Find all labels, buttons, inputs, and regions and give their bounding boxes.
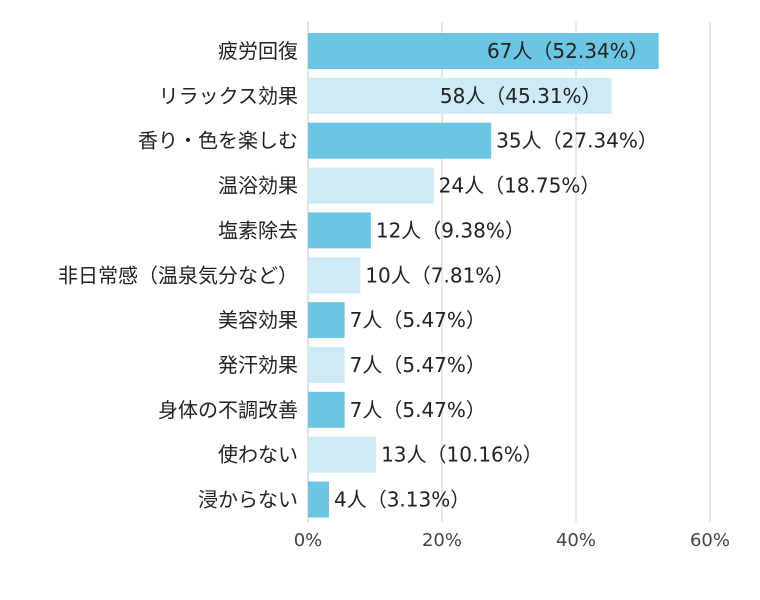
x-tick-label: 0% xyxy=(294,530,323,551)
category-label: 身体の不調改善 xyxy=(158,398,298,422)
bar xyxy=(308,436,377,473)
bar xyxy=(308,77,612,114)
bar xyxy=(308,167,434,204)
category-label: リラックス効果 xyxy=(159,84,298,108)
category-label: 浸からない xyxy=(198,488,298,512)
bar xyxy=(308,302,345,339)
x-tick-label: 60% xyxy=(690,530,730,551)
data-label: 13人（10.16%） xyxy=(381,443,543,467)
category-label: 使わない xyxy=(218,443,298,467)
data-label: 35人（27.34%） xyxy=(496,129,658,153)
bars xyxy=(308,33,659,518)
labels: 0% 20% 40% 60% 疲労回復 67人（52.34%） リラックス効果 58人（45.… xyxy=(58,39,730,551)
bar xyxy=(308,122,492,159)
bar xyxy=(308,391,345,428)
category-label: 疲労回復 xyxy=(218,39,298,63)
category-label: 発汗効果 xyxy=(218,353,298,377)
category-label: 香り・色を楽しむ xyxy=(138,129,298,153)
bar xyxy=(308,346,345,383)
x-tick-label: 20% xyxy=(422,530,462,551)
x-tick-label: 40% xyxy=(556,530,596,551)
category-label: 温浴効果 xyxy=(218,174,298,198)
category-label: 塩素除去 xyxy=(218,218,298,242)
category-label: 非日常感（温泉気分など） xyxy=(58,263,298,287)
data-label: 4人（3.13%） xyxy=(334,488,470,512)
bar xyxy=(308,257,361,294)
bar xyxy=(308,33,659,69)
bar xyxy=(308,212,371,249)
data-label: 7人（5.47%） xyxy=(350,398,486,422)
data-label: 24人（18.75%） xyxy=(439,174,601,198)
data-label: 58人（45.31%） xyxy=(440,84,602,108)
category-label: 美容効果 xyxy=(218,308,298,332)
data-label: 10人（7.81%） xyxy=(365,263,514,287)
data-label: 12人（9.38%） xyxy=(376,218,525,242)
bar xyxy=(308,481,329,518)
data-label: 7人（5.47%） xyxy=(350,308,486,332)
data-label: 67人（52.34%） xyxy=(487,39,649,63)
data-label: 7人（5.47%） xyxy=(350,353,486,377)
